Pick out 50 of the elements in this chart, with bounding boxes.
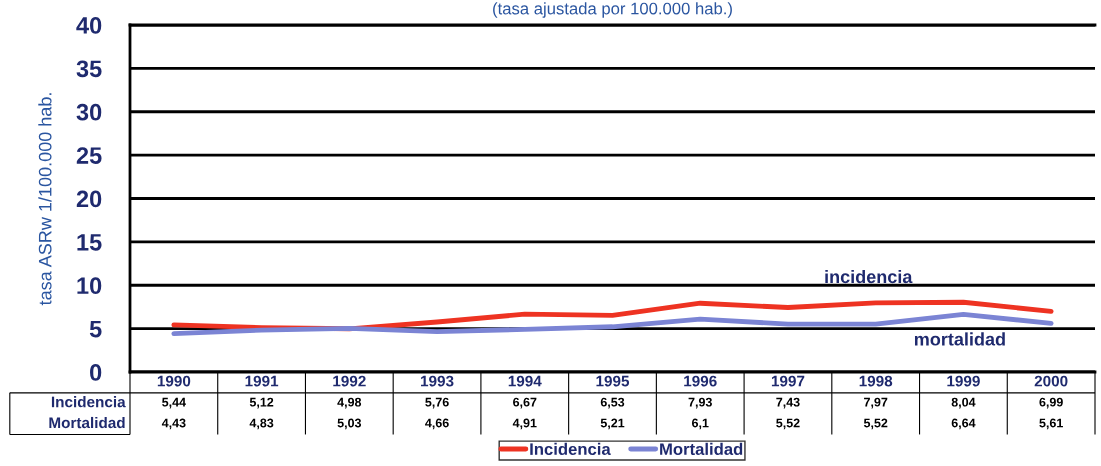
y-tick-label: 30 — [76, 103, 102, 121]
data-label: 5,21 — [600, 418, 625, 430]
legend-label: Mortalidad — [660, 442, 743, 456]
x-tick-label: 1998 — [859, 375, 893, 387]
data-label: 4,43 — [161, 418, 186, 430]
data-label: 6,64 — [951, 418, 976, 430]
y-tick-label: 40 — [76, 17, 102, 34]
data-label: 4,83 — [249, 418, 274, 430]
data-label: 4,98 — [337, 397, 362, 409]
x-tick-label: 1995 — [596, 375, 630, 387]
data-label: 4,66 — [425, 418, 449, 430]
data-label: 6,99 — [1039, 397, 1063, 409]
data-label: 5,52 — [863, 418, 888, 430]
data-label: 7,97 — [864, 397, 888, 409]
data-label: 5,52 — [776, 418, 800, 430]
x-tick-label: 1990 — [157, 375, 191, 387]
y-tick-label: 10 — [77, 277, 102, 295]
x-tick-label: 1999 — [947, 375, 980, 387]
annotation: incidencia — [825, 269, 913, 284]
data-label: 5,44 — [162, 397, 186, 409]
data-label: 6,53 — [600, 397, 625, 409]
text: Mortalidad — [49, 416, 125, 429]
y-tick-label: 15 — [77, 234, 102, 251]
x-tick-label: 1994 — [508, 375, 542, 387]
data-label: 6,1 — [692, 418, 709, 430]
y-tick-label: 35 — [76, 60, 102, 78]
legend-label: Incidencia — [530, 442, 611, 456]
y-tick-label: 0 — [90, 364, 102, 381]
x-tick-label: 2000 — [1034, 375, 1068, 387]
x-tick-label: 1996 — [684, 375, 717, 387]
y-tick-label: 20 — [76, 190, 102, 208]
x-tick-label: 1991 — [245, 375, 279, 387]
data-label: 6,67 — [513, 397, 537, 409]
data-label: 7,43 — [776, 397, 800, 409]
x-tick-label: 1993 — [421, 375, 454, 387]
text: Incidencia — [51, 396, 126, 408]
x-tick-label: 1997 — [771, 375, 805, 387]
y-tick-label: 25 — [76, 147, 102, 164]
x-tick-label: 1992 — [333, 375, 366, 387]
data-label: 5,12 — [249, 397, 274, 409]
y-tick-label: 5 — [89, 320, 102, 338]
chart-subtitle: (tasa ajustada por 100.000 hab.) — [493, 2, 732, 18]
data-label: 7,93 — [688, 397, 712, 409]
data-label: 5,61 — [1039, 418, 1063, 430]
y-axis-title: tasa ASRw 1/100.000 hab. — [38, 93, 52, 306]
annotation: mortalidad — [914, 332, 1005, 346]
data-label: 5,76 — [425, 397, 449, 409]
data-label: 5,03 — [337, 418, 362, 430]
data-label: 4,91 — [512, 418, 537, 430]
data-label: 8,04 — [951, 397, 976, 409]
